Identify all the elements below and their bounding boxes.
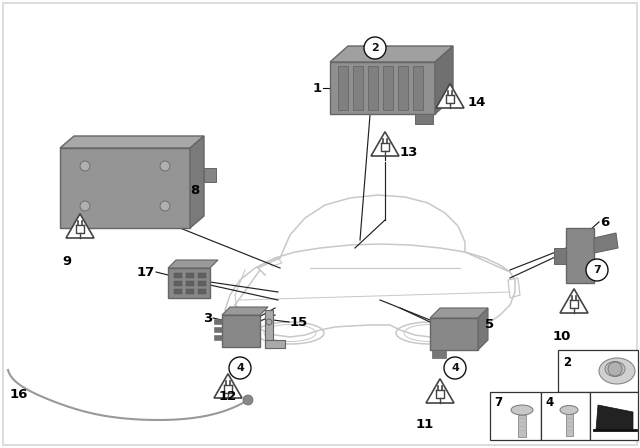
Text: 8: 8 xyxy=(190,184,199,197)
Text: 15: 15 xyxy=(290,315,308,328)
FancyBboxPatch shape xyxy=(198,273,206,278)
Polygon shape xyxy=(594,233,618,253)
FancyBboxPatch shape xyxy=(330,62,435,114)
Polygon shape xyxy=(66,214,94,238)
Text: 13: 13 xyxy=(400,146,419,159)
FancyBboxPatch shape xyxy=(432,350,446,358)
FancyBboxPatch shape xyxy=(566,414,573,436)
FancyBboxPatch shape xyxy=(353,66,363,110)
Polygon shape xyxy=(430,308,488,318)
FancyBboxPatch shape xyxy=(338,66,348,110)
Ellipse shape xyxy=(605,362,625,376)
FancyBboxPatch shape xyxy=(368,66,378,110)
Text: 16: 16 xyxy=(10,388,28,401)
Circle shape xyxy=(586,259,608,281)
FancyBboxPatch shape xyxy=(186,273,194,278)
FancyBboxPatch shape xyxy=(430,318,478,350)
FancyBboxPatch shape xyxy=(222,315,260,347)
Text: 17: 17 xyxy=(137,266,155,279)
FancyBboxPatch shape xyxy=(415,114,433,124)
FancyBboxPatch shape xyxy=(398,66,408,110)
Text: 7: 7 xyxy=(494,396,502,409)
FancyBboxPatch shape xyxy=(265,340,285,348)
FancyBboxPatch shape xyxy=(590,392,638,440)
Text: 4: 4 xyxy=(545,396,553,409)
Circle shape xyxy=(160,201,170,211)
Text: 5: 5 xyxy=(485,319,494,332)
Polygon shape xyxy=(371,132,399,156)
FancyBboxPatch shape xyxy=(214,319,222,324)
Circle shape xyxy=(80,161,90,171)
Text: 12: 12 xyxy=(219,390,237,403)
Text: 3: 3 xyxy=(203,311,212,324)
Polygon shape xyxy=(426,379,454,403)
FancyBboxPatch shape xyxy=(198,281,206,286)
Text: 2: 2 xyxy=(563,356,571,369)
FancyBboxPatch shape xyxy=(554,248,566,264)
FancyBboxPatch shape xyxy=(265,310,273,348)
FancyBboxPatch shape xyxy=(174,289,182,294)
Text: 7: 7 xyxy=(593,265,601,275)
FancyBboxPatch shape xyxy=(566,228,594,283)
Polygon shape xyxy=(436,84,464,108)
Text: 11: 11 xyxy=(416,418,434,431)
FancyBboxPatch shape xyxy=(60,148,190,228)
Text: 6: 6 xyxy=(600,215,609,228)
Polygon shape xyxy=(222,307,268,315)
Polygon shape xyxy=(168,260,218,268)
Text: 9: 9 xyxy=(63,255,72,268)
Circle shape xyxy=(80,201,90,211)
Polygon shape xyxy=(596,405,633,430)
FancyBboxPatch shape xyxy=(174,281,182,286)
Text: 2: 2 xyxy=(371,43,379,53)
Ellipse shape xyxy=(560,405,578,414)
FancyBboxPatch shape xyxy=(204,168,216,182)
FancyBboxPatch shape xyxy=(174,273,182,278)
Polygon shape xyxy=(330,46,453,62)
Text: 10: 10 xyxy=(553,330,571,343)
Ellipse shape xyxy=(511,405,533,415)
FancyBboxPatch shape xyxy=(518,415,526,437)
Text: 1: 1 xyxy=(313,82,322,95)
FancyBboxPatch shape xyxy=(214,327,222,332)
Text: 4: 4 xyxy=(236,363,244,373)
Polygon shape xyxy=(190,136,204,228)
FancyBboxPatch shape xyxy=(198,289,206,294)
Text: 14: 14 xyxy=(468,96,486,109)
Circle shape xyxy=(608,362,622,376)
Circle shape xyxy=(229,357,251,379)
FancyBboxPatch shape xyxy=(541,392,590,440)
FancyBboxPatch shape xyxy=(413,66,423,110)
FancyBboxPatch shape xyxy=(186,289,194,294)
Circle shape xyxy=(364,37,386,59)
Circle shape xyxy=(243,395,253,405)
FancyBboxPatch shape xyxy=(214,335,222,340)
Ellipse shape xyxy=(599,358,635,384)
FancyBboxPatch shape xyxy=(490,392,541,440)
Circle shape xyxy=(160,161,170,171)
Text: 4: 4 xyxy=(451,363,459,373)
Circle shape xyxy=(444,357,466,379)
Polygon shape xyxy=(214,374,242,398)
FancyBboxPatch shape xyxy=(383,66,393,110)
Polygon shape xyxy=(435,46,453,114)
Polygon shape xyxy=(478,308,488,350)
FancyBboxPatch shape xyxy=(558,350,638,392)
Polygon shape xyxy=(60,136,204,148)
FancyBboxPatch shape xyxy=(168,268,210,298)
FancyBboxPatch shape xyxy=(186,281,194,286)
Polygon shape xyxy=(560,289,588,313)
